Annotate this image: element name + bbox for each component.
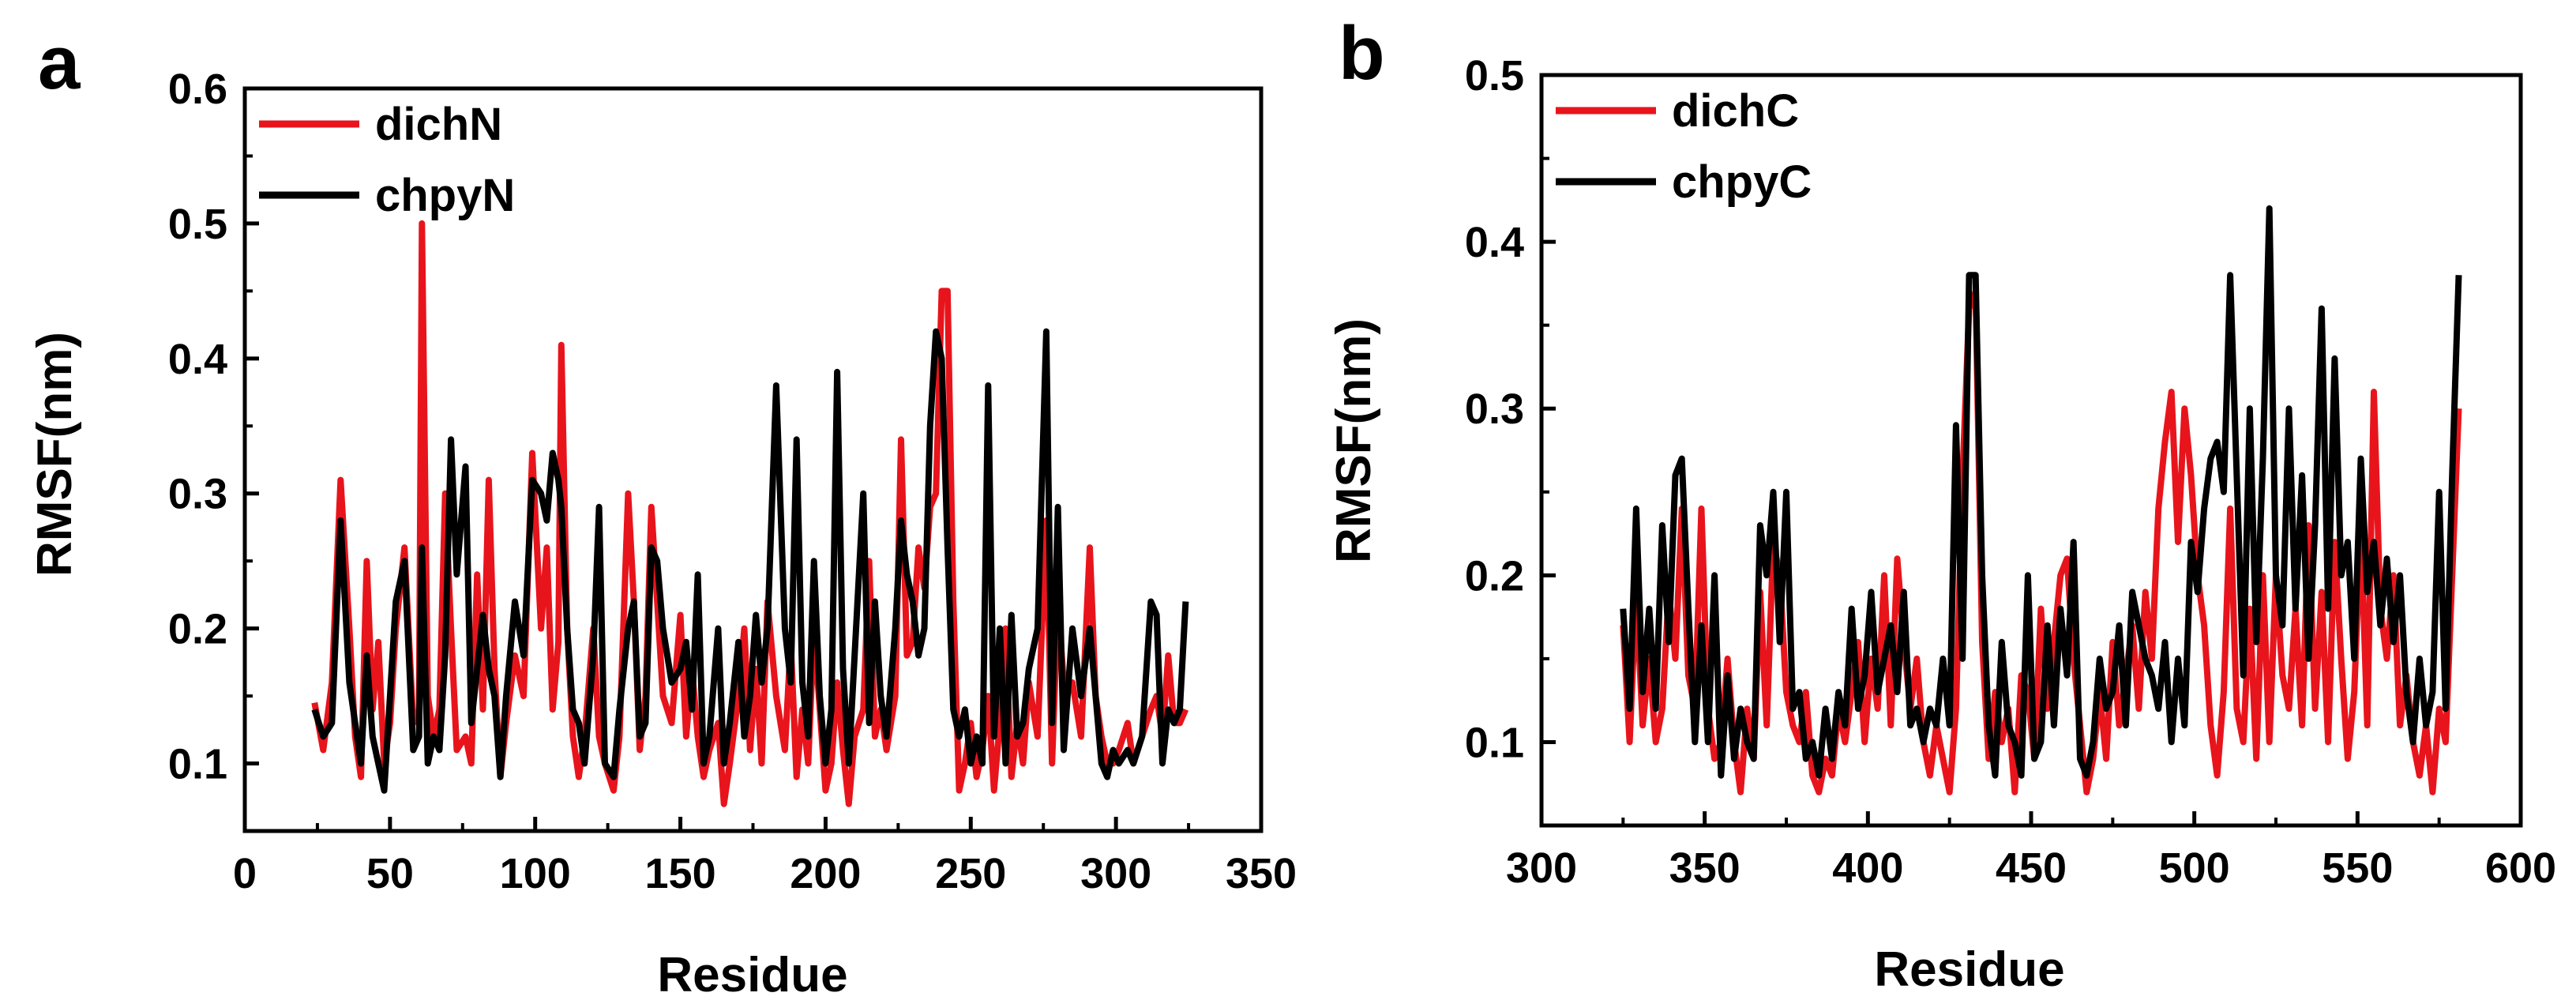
panel-b: b RMSF(nm) Residue 300 350 400 450 500 550 600…: [1327, 11, 2556, 997]
panel-a-legend-label-chpyN: chpyN: [375, 170, 515, 221]
panel-a-x-tick-label: 150: [645, 850, 716, 897]
panel-a-y-tick-label: 0.5: [168, 201, 227, 248]
panel-b-letter: b: [1339, 11, 1385, 96]
panel-a-x-axis-title: Residue: [657, 948, 847, 1002]
panel-b-y-tick-label: 0.5: [1465, 52, 1524, 100]
panel-b-x-tick-label: 600: [2485, 844, 2556, 892]
panel-a-y-tick-label: 0.6: [168, 66, 227, 113]
panel-b-x-tick-label: 450: [1996, 844, 2067, 892]
panel-a-y-tick-label: 0.4: [168, 336, 227, 383]
panel-a-y-tick-label: 0.1: [168, 741, 227, 788]
panel-a-x-tick-label: 250: [935, 850, 1006, 897]
panel-b-y-tick-label: 0.4: [1465, 219, 1524, 266]
panel-b-x-tick-label: 300: [1506, 844, 1577, 892]
panel-b-x-tick-label: 400: [1832, 844, 1903, 892]
panel-a-series-chpyN-line: [311, 328, 1189, 794]
panel-a-letter: a: [38, 21, 81, 105]
panel-a-x-tick-label: 350: [1226, 850, 1297, 897]
panel-b-y-tick-label: 0.3: [1465, 385, 1524, 433]
panel-b-x-axis-title: Residue: [1874, 942, 2064, 997]
panel-a-series-dichN-line: [311, 220, 1189, 807]
panel-a-y-axis-title: RMSF(nm): [28, 332, 82, 577]
panel-a-x-tick-label: 200: [790, 850, 861, 897]
panel-a-x-tick-label: 50: [366, 850, 414, 897]
panel-b-series-chpyC-line: [1620, 205, 2462, 779]
panel-b-x-tick-label: 550: [2322, 844, 2393, 892]
panel-b-x-tick-label: 500: [2159, 844, 2230, 892]
panel-b-y-tick-label: 0.1: [1465, 719, 1524, 766]
panel-b-series-dichC-line: [1620, 288, 2462, 795]
panel-b-legend-label-chpyC: chpyC: [1672, 156, 1812, 208]
panel-a-legend-label-dichN: dichN: [375, 99, 502, 150]
panel-b-legend-label-dichC: dichC: [1672, 85, 1799, 137]
panel-a-y-tick-label: 0.2: [168, 606, 227, 653]
panel-a: a RMSF(nm) Residue 0 50 100 150 200 250 300 350…: [28, 21, 1297, 1002]
panel-b-y-axis-title: RMSF(nm): [1327, 318, 1381, 563]
panel-a-x-tick-label: 0: [233, 850, 257, 897]
panel-b-y-tick-label: 0.2: [1465, 552, 1524, 600]
panel-a-x-tick-label: 300: [1080, 850, 1151, 897]
panel-a-x-tick-label: 100: [500, 850, 571, 897]
panel-a-y-tick-label: 0.3: [168, 471, 227, 518]
panel-b-x-tick-label: 350: [1669, 844, 1740, 892]
